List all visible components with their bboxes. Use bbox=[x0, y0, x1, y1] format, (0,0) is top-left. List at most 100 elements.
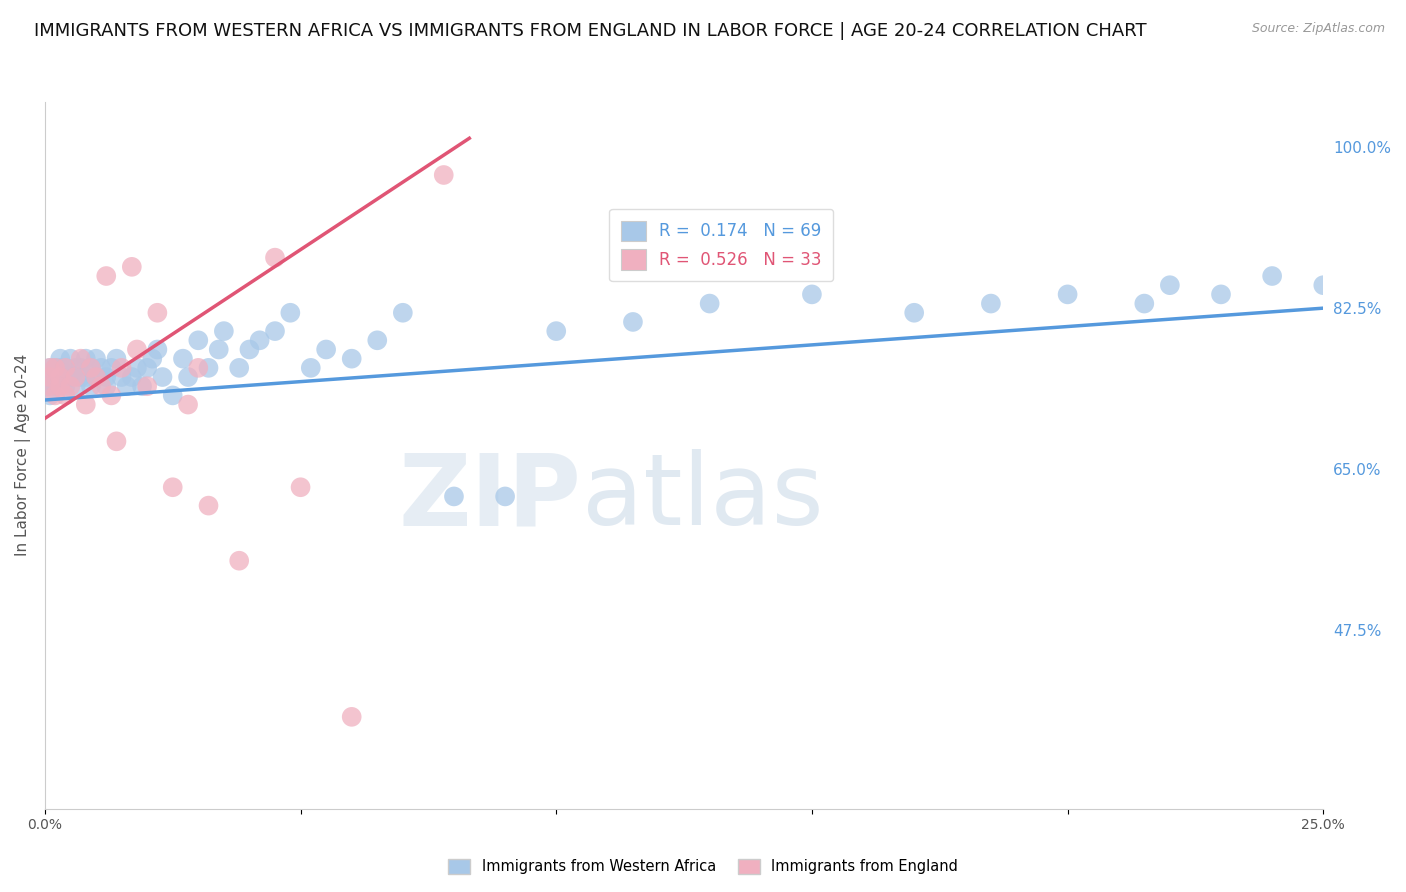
Point bbox=[699, 296, 721, 310]
Point bbox=[115, 379, 138, 393]
Point bbox=[1159, 278, 1181, 293]
Point bbox=[59, 379, 82, 393]
Point bbox=[80, 360, 103, 375]
Point bbox=[228, 554, 250, 568]
Point bbox=[49, 351, 72, 366]
Point bbox=[80, 379, 103, 393]
Point bbox=[197, 360, 219, 375]
Point bbox=[96, 379, 118, 393]
Point bbox=[141, 351, 163, 366]
Point bbox=[125, 360, 148, 375]
Point bbox=[49, 379, 72, 393]
Point bbox=[340, 351, 363, 366]
Point bbox=[1209, 287, 1232, 301]
Point bbox=[494, 490, 516, 504]
Point bbox=[49, 370, 72, 384]
Point bbox=[212, 324, 235, 338]
Point bbox=[172, 351, 194, 366]
Point bbox=[177, 398, 200, 412]
Point bbox=[65, 360, 87, 375]
Point bbox=[96, 268, 118, 283]
Point bbox=[177, 370, 200, 384]
Point bbox=[105, 351, 128, 366]
Point bbox=[110, 360, 132, 375]
Point bbox=[136, 379, 159, 393]
Point bbox=[39, 360, 62, 375]
Point bbox=[84, 370, 107, 384]
Text: ZIP: ZIP bbox=[399, 449, 582, 546]
Point bbox=[100, 388, 122, 402]
Point bbox=[90, 379, 112, 393]
Point bbox=[44, 388, 66, 402]
Point bbox=[249, 334, 271, 348]
Point bbox=[69, 370, 91, 384]
Point bbox=[1312, 278, 1334, 293]
Point bbox=[280, 306, 302, 320]
Text: atlas: atlas bbox=[582, 449, 824, 546]
Point bbox=[299, 360, 322, 375]
Point bbox=[69, 351, 91, 366]
Point bbox=[131, 379, 153, 393]
Point bbox=[44, 360, 66, 375]
Point bbox=[546, 324, 568, 338]
Point bbox=[69, 360, 91, 375]
Point bbox=[264, 251, 287, 265]
Point bbox=[1261, 268, 1284, 283]
Point bbox=[121, 370, 143, 384]
Point bbox=[44, 360, 66, 375]
Point bbox=[39, 379, 62, 393]
Point bbox=[1133, 296, 1156, 310]
Point bbox=[340, 710, 363, 724]
Point bbox=[96, 370, 118, 384]
Point bbox=[39, 370, 62, 384]
Point bbox=[110, 370, 132, 384]
Point bbox=[621, 315, 644, 329]
Point bbox=[162, 480, 184, 494]
Point bbox=[65, 370, 87, 384]
Point bbox=[84, 351, 107, 366]
Point bbox=[59, 351, 82, 366]
Text: Source: ZipAtlas.com: Source: ZipAtlas.com bbox=[1251, 22, 1385, 36]
Point bbox=[1056, 287, 1078, 301]
Point bbox=[208, 343, 231, 357]
Point bbox=[100, 360, 122, 375]
Point bbox=[800, 287, 823, 301]
Point bbox=[39, 370, 62, 384]
Point bbox=[39, 360, 62, 375]
Point bbox=[264, 324, 287, 338]
Text: IMMIGRANTS FROM WESTERN AFRICA VS IMMIGRANTS FROM ENGLAND IN LABOR FORCE | AGE 2: IMMIGRANTS FROM WESTERN AFRICA VS IMMIGR… bbox=[34, 22, 1147, 40]
Point bbox=[187, 334, 209, 348]
Point bbox=[197, 499, 219, 513]
Point bbox=[121, 260, 143, 274]
Point bbox=[105, 434, 128, 449]
Point bbox=[75, 398, 97, 412]
Point bbox=[80, 360, 103, 375]
Legend: R =  0.174   N = 69, R =  0.526   N = 33: R = 0.174 N = 69, R = 0.526 N = 33 bbox=[609, 209, 834, 281]
Point bbox=[152, 370, 174, 384]
Point bbox=[59, 370, 82, 384]
Point bbox=[44, 379, 66, 393]
Point bbox=[443, 490, 465, 504]
Point bbox=[290, 480, 312, 494]
Point bbox=[146, 343, 169, 357]
Point bbox=[75, 351, 97, 366]
Point bbox=[53, 360, 76, 375]
Point bbox=[903, 306, 925, 320]
Y-axis label: In Labor Force | Age 20-24: In Labor Force | Age 20-24 bbox=[15, 354, 31, 557]
Point bbox=[90, 360, 112, 375]
Point bbox=[392, 306, 415, 320]
Point bbox=[53, 388, 76, 402]
Point bbox=[44, 370, 66, 384]
Point bbox=[136, 360, 159, 375]
Point bbox=[238, 343, 260, 357]
Legend: Immigrants from Western Africa, Immigrants from England: Immigrants from Western Africa, Immigran… bbox=[441, 853, 965, 880]
Point bbox=[65, 379, 87, 393]
Point bbox=[53, 379, 76, 393]
Point bbox=[39, 388, 62, 402]
Point bbox=[53, 360, 76, 375]
Point bbox=[49, 360, 72, 375]
Point bbox=[366, 334, 388, 348]
Point bbox=[84, 370, 107, 384]
Point bbox=[187, 360, 209, 375]
Point bbox=[980, 296, 1002, 310]
